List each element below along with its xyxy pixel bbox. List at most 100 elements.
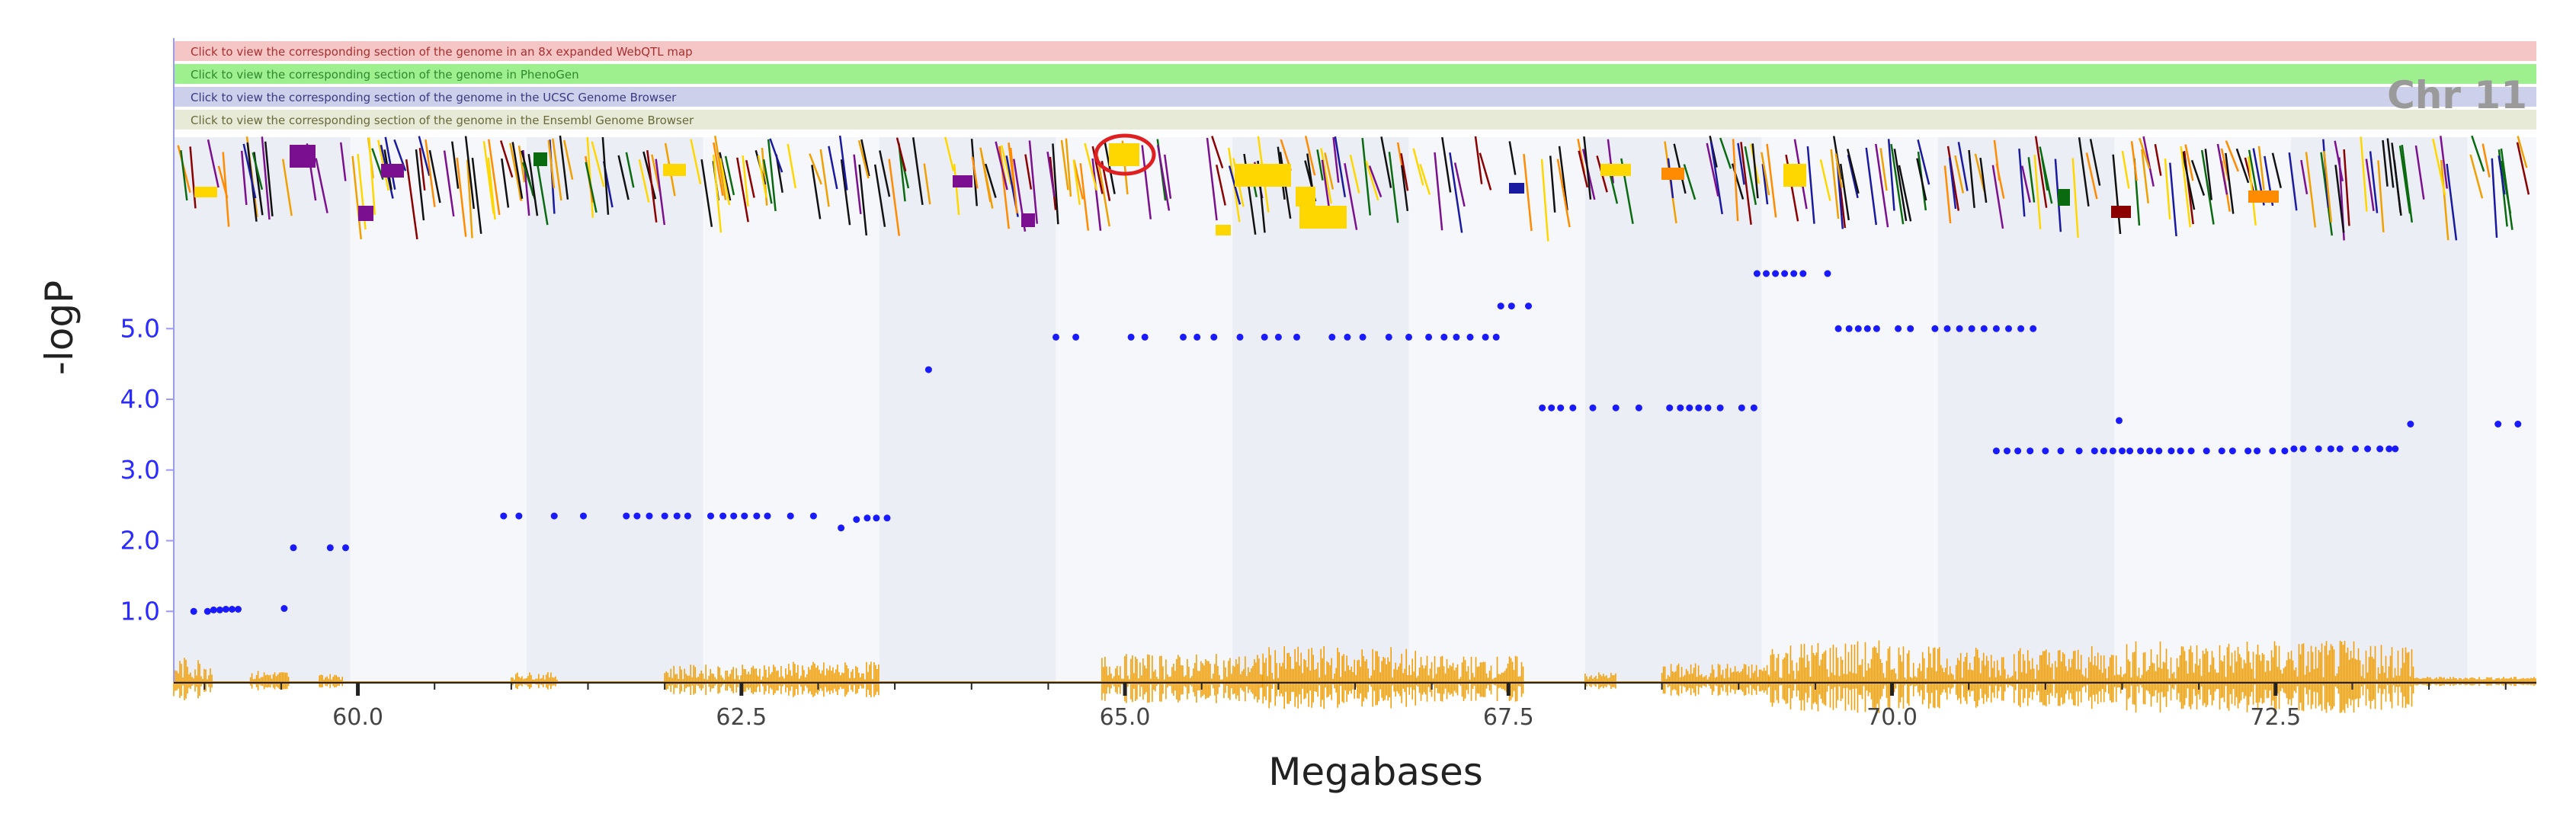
- link-bar-ensembl[interactable]: [174, 110, 2536, 130]
- gene-line: [979, 147, 994, 209]
- gene-line: [517, 145, 526, 183]
- gene-line: [501, 158, 510, 208]
- gene-line: [488, 139, 501, 216]
- gene-line: [1028, 140, 1039, 224]
- link-text-webqtl[interactable]: Click to view the corresponding section …: [191, 45, 693, 59]
- gene-line: [1732, 139, 1739, 222]
- lrs-point: [1854, 325, 1862, 332]
- gene-line: [466, 159, 473, 239]
- gene-line: [1761, 152, 1770, 196]
- gene-block: [358, 206, 373, 221]
- link-text-ensembl[interactable]: Click to view the corresponding section …: [191, 114, 694, 127]
- gene-track[interactable]: [177, 135, 2530, 242]
- lrs-point: [741, 512, 748, 520]
- gene-line: [2440, 159, 2449, 241]
- gene-line: [2257, 146, 2265, 191]
- gene-line: [1453, 162, 1466, 207]
- band-7: [1408, 137, 1585, 682]
- gene-line: [535, 157, 549, 226]
- gene-line: [1380, 136, 1392, 188]
- gene-line: [2039, 146, 2053, 204]
- gene-line: [1578, 150, 1589, 188]
- gene-line: [896, 137, 907, 172]
- lrs-point: [2315, 445, 2322, 453]
- lrs-point: [2376, 445, 2384, 453]
- link-bar-phenogen[interactable]: [174, 64, 2536, 84]
- gene-line: [1215, 164, 1226, 206]
- gene-line: [736, 157, 749, 223]
- gene-line: [339, 142, 347, 181]
- gene-line: [1740, 142, 1752, 225]
- gene-line: [1948, 157, 1957, 210]
- gene-line: [2071, 158, 2079, 239]
- lrs-point: [2146, 447, 2154, 455]
- lrs-point: [2177, 447, 2184, 455]
- gene-line: [315, 158, 328, 213]
- lrs-point: [2126, 447, 2134, 455]
- gene-line: [1744, 146, 1757, 206]
- lrs-point: [809, 512, 817, 520]
- genome-browser-links[interactable]: Click to view the corresponding section …: [174, 41, 2536, 130]
- gene-line: [1737, 143, 1745, 185]
- lrs-point: [2137, 447, 2145, 455]
- gene-line: [1344, 163, 1358, 230]
- gene-line: [1847, 149, 1860, 194]
- gene-line: [719, 158, 731, 206]
- chromosome-label: Chr 11: [2387, 73, 2527, 117]
- lrs-point: [673, 512, 681, 520]
- gene-line: [2334, 165, 2345, 233]
- gene-line: [2481, 143, 2491, 178]
- gene-line: [1349, 155, 1360, 194]
- gene-line: [418, 136, 431, 176]
- gene-line: [2021, 165, 2031, 203]
- gene-line: [384, 136, 396, 190]
- link-bar-ucsc[interactable]: [174, 87, 2536, 107]
- lrs-point: [1863, 325, 1871, 332]
- gene-line: [2343, 149, 2350, 226]
- gene-block: [663, 164, 686, 176]
- gene-line: [242, 143, 257, 199]
- lrs-point: [1834, 325, 1842, 332]
- lrs-point: [1907, 325, 1914, 332]
- gene-line: [1890, 143, 1905, 225]
- link-bar-webqtl[interactable]: [174, 41, 2536, 61]
- gene-line: [2164, 158, 2171, 220]
- gene-line: [1709, 141, 1723, 215]
- lrs-point: [1569, 404, 1577, 412]
- lrs-point: [550, 512, 558, 520]
- gene-line: [1683, 164, 1697, 200]
- lrs-point: [2057, 447, 2065, 455]
- gene-line: [642, 151, 657, 200]
- lrs-point: [2017, 325, 2025, 332]
- link-text-phenogen[interactable]: Click to view the corresponding section …: [191, 68, 579, 82]
- gene-line: [2271, 152, 2283, 188]
- gene-line: [1943, 165, 1952, 224]
- x-tick-label: 72.5: [2250, 704, 2301, 731]
- gene-line: [451, 141, 460, 189]
- band-11: [2114, 137, 2291, 682]
- gene-line: [180, 150, 188, 201]
- gene-line: [1865, 147, 1878, 226]
- lrs-point: [1931, 325, 1939, 332]
- gene-line: [1324, 152, 1334, 190]
- gene-line: [522, 162, 537, 200]
- gene-block: [1299, 206, 1347, 229]
- gene-line: [1719, 137, 1732, 169]
- gene-line: [998, 146, 1010, 229]
- lrs-point: [190, 607, 197, 615]
- gene-line: [2432, 138, 2446, 196]
- gene-line: [646, 150, 658, 223]
- lrs-point: [2364, 445, 2372, 453]
- gene-line: [1583, 136, 1592, 200]
- gene-line: [888, 159, 901, 236]
- band-1: [350, 137, 527, 682]
- gene-line: [1761, 164, 1769, 205]
- link-text-ucsc[interactable]: Click to view the corresponding section …: [191, 91, 677, 104]
- gene-line: [2248, 149, 2258, 194]
- lrs-point: [2091, 447, 2098, 455]
- gene-line: [1091, 158, 1102, 231]
- lrs-point: [1344, 333, 1351, 341]
- band-3: [703, 137, 879, 682]
- lrs-point: [2244, 447, 2252, 455]
